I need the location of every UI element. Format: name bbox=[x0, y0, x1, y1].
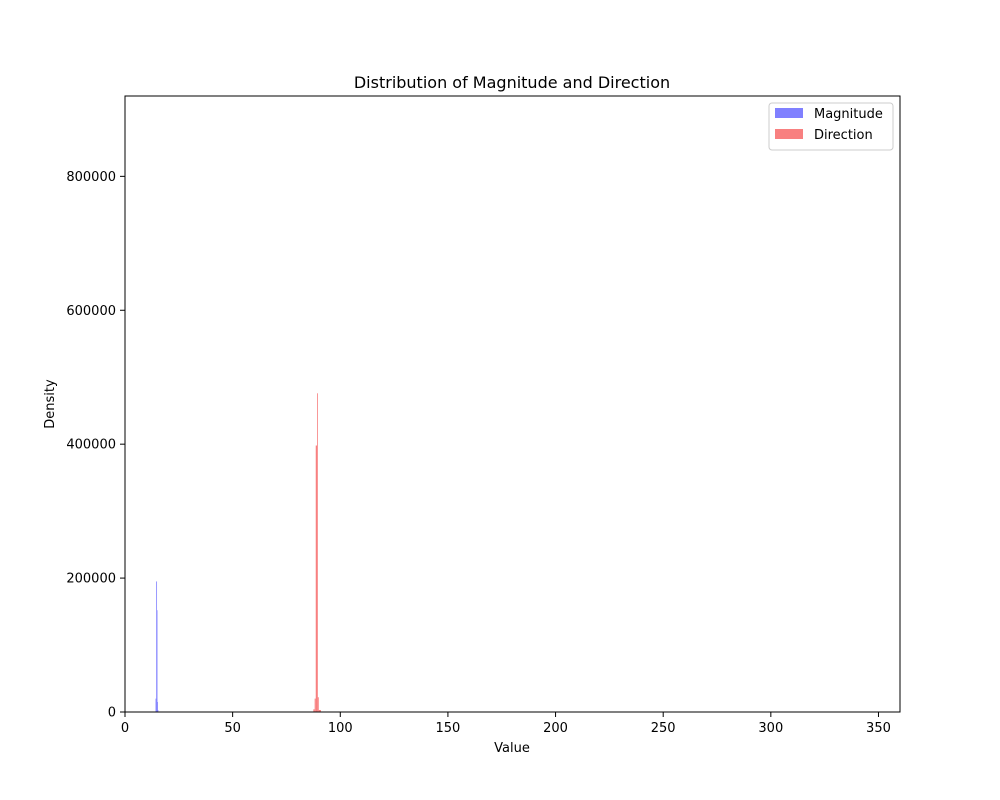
axes-frame bbox=[124, 95, 901, 713]
y-tick-label: 200000 bbox=[66, 572, 116, 587]
bar-direction-5 bbox=[318, 709, 321, 712]
legend-label-direction: Direction bbox=[814, 128, 873, 143]
x-axis-label: Value bbox=[494, 741, 530, 756]
legend-swatch-magnitude bbox=[775, 108, 803, 118]
chart-title: Distribution of Magnitude and Direction bbox=[354, 73, 670, 92]
bar-direction-3 bbox=[317, 393, 318, 712]
x-tick-label: 300 bbox=[758, 721, 783, 736]
x-tick-label: 100 bbox=[328, 721, 353, 736]
x-tick-label: 250 bbox=[651, 721, 676, 736]
legend-label-magnitude: Magnitude bbox=[814, 107, 883, 122]
bar-direction-1 bbox=[314, 698, 316, 712]
y-tick-label: 0 bbox=[108, 706, 116, 721]
bar-direction-4 bbox=[317, 697, 319, 712]
legend-swatch-direction bbox=[775, 129, 803, 139]
bar-magnitude-3 bbox=[157, 701, 158, 712]
bar-magnitude-1 bbox=[156, 581, 158, 712]
y-axis-label: Density bbox=[43, 379, 58, 429]
x-tick-label: 150 bbox=[436, 721, 461, 736]
legend: Magnitude Direction bbox=[768, 102, 894, 151]
bar-magnitude-0 bbox=[155, 698, 157, 712]
bar-magnitude-4 bbox=[157, 709, 159, 712]
y-tick-label: 800000 bbox=[66, 170, 116, 185]
bar-direction-2 bbox=[315, 445, 318, 712]
x-tick-label: 0 bbox=[121, 721, 129, 736]
axes: 0 50 100 150 200 250 300 350 0 200000 400000 600000… bbox=[66, 95, 901, 736]
x-tick-label: 200 bbox=[543, 721, 568, 736]
x-tick-label: 50 bbox=[224, 721, 241, 736]
x-tick-label: 350 bbox=[866, 721, 891, 736]
y-tick-label: 600000 bbox=[66, 304, 116, 319]
plot-area bbox=[155, 393, 321, 712]
y-tick-label: 400000 bbox=[66, 438, 116, 453]
bar-magnitude-2 bbox=[156, 610, 158, 712]
bar-direction-0 bbox=[313, 709, 315, 712]
